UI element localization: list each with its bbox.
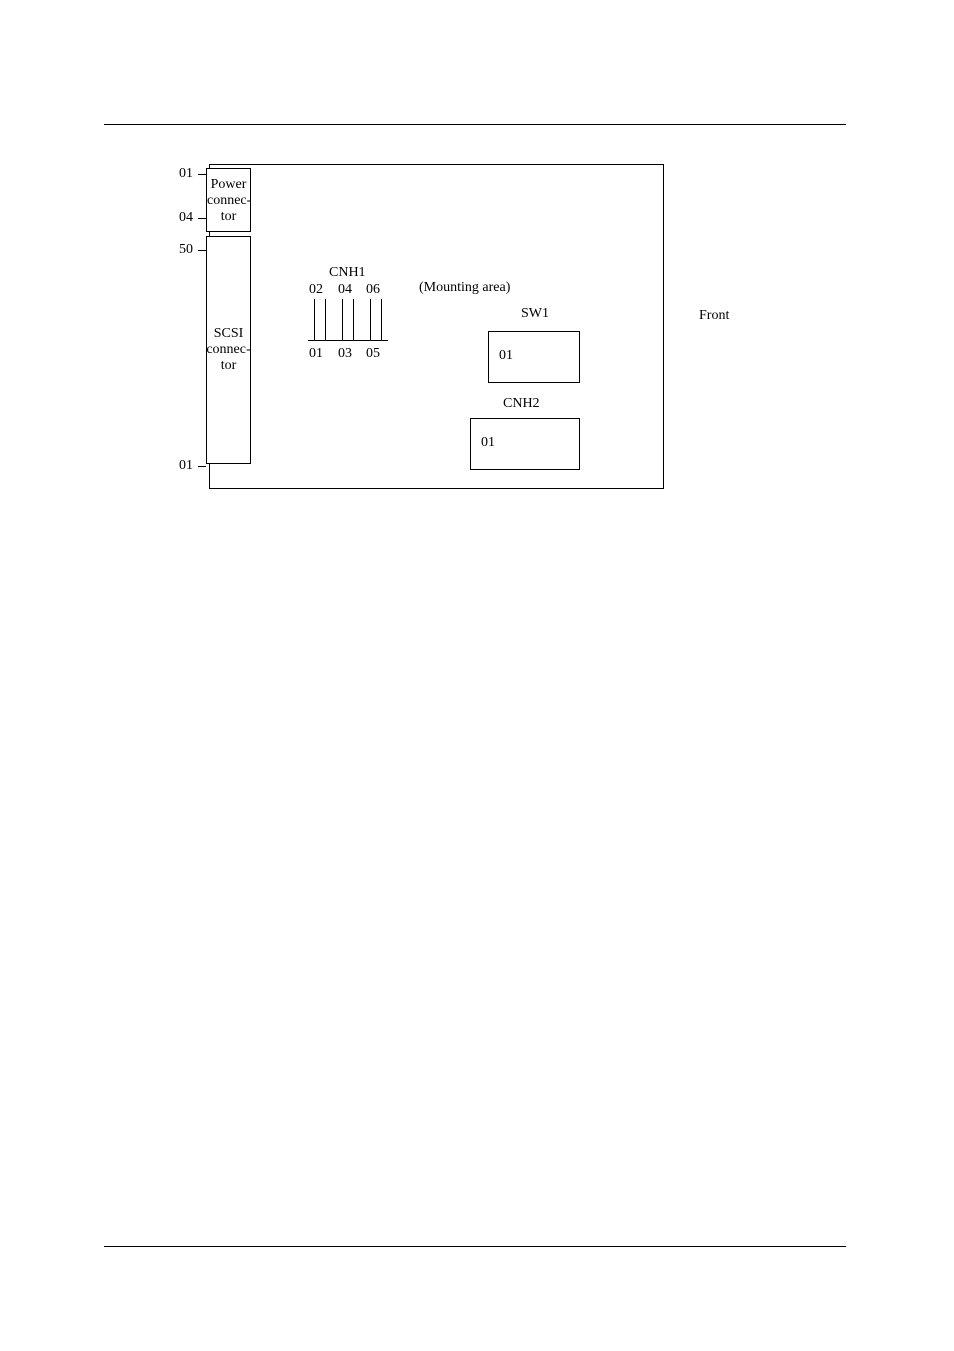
cnh1-bar-1 xyxy=(314,299,326,341)
outer-box xyxy=(209,164,664,489)
cnh2-box: 01 xyxy=(470,418,580,470)
tick-scsi-bottom xyxy=(198,466,206,467)
top-rule xyxy=(104,124,846,125)
scsi-connector-box: SCSI connec-tor xyxy=(206,236,251,464)
power-connector-box: Power connec-tor xyxy=(206,168,251,232)
cnh1-pin-05: 05 xyxy=(366,346,380,362)
cnh1-baseline xyxy=(308,340,388,341)
cnh2-label: CNH2 xyxy=(503,396,540,412)
sw1-box: 01 xyxy=(488,331,580,383)
pin-label-scsi-bottom: 01 xyxy=(179,458,193,474)
tick-power-top xyxy=(198,174,206,175)
cnh1-pin-03: 03 xyxy=(338,346,352,362)
tick-power-bottom xyxy=(198,218,206,219)
cnh2-inner-label: 01 xyxy=(481,435,495,450)
cnh1-bar-3 xyxy=(370,299,382,341)
pin-label-power-top: 01 xyxy=(179,166,193,182)
mounting-area-label: (Mounting area) xyxy=(419,280,510,296)
cnh1-label: CNH1 xyxy=(329,265,366,281)
cnh1-pin-01: 01 xyxy=(309,346,323,362)
tick-scsi-top xyxy=(198,250,206,251)
pcb-diagram: Power connec-tor SCSI connec-tor 01 04 5… xyxy=(104,156,846,496)
pin-label-power-bottom: 04 xyxy=(179,210,193,226)
bottom-rule xyxy=(104,1246,846,1247)
sw1-inner-label: 01 xyxy=(499,348,513,363)
cnh1-bar-2 xyxy=(342,299,354,341)
front-label: Front xyxy=(699,308,729,324)
cnh1-pin-02: 02 xyxy=(309,282,323,298)
cnh1-pin-04: 04 xyxy=(338,282,352,298)
sw1-label: SW1 xyxy=(521,306,549,322)
cnh1-pin-06: 06 xyxy=(366,282,380,298)
cnh1-connector xyxy=(308,299,388,341)
pin-label-scsi-top: 50 xyxy=(179,242,193,258)
scsi-connector-label: SCSI connec-tor xyxy=(206,326,250,374)
